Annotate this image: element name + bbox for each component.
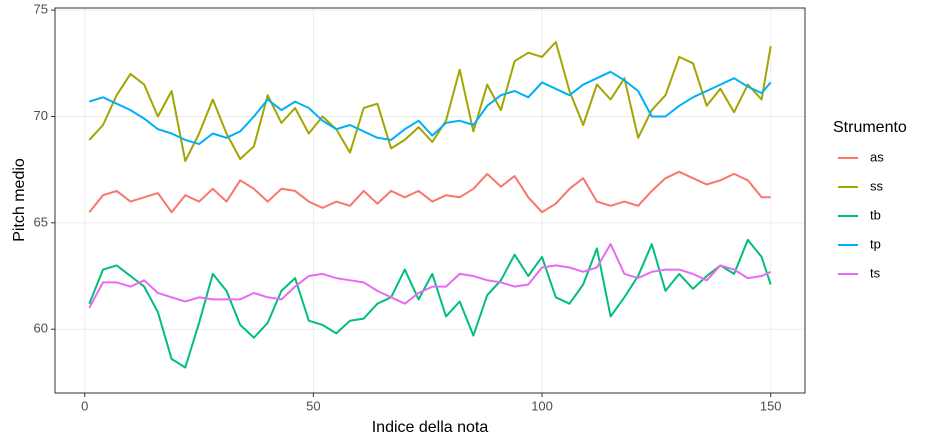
x-tick-label: 100 <box>531 398 553 413</box>
plot-border <box>54 7 806 394</box>
legend-label: ts <box>870 265 881 280</box>
x-tick-label: 150 <box>760 398 782 413</box>
x-tick-label: 0 <box>81 398 88 413</box>
x-tick-label: 50 <box>306 398 320 413</box>
y-axis-title: Pitch medio <box>11 158 28 242</box>
data-line <box>89 70 772 146</box>
legend-title: Strumento <box>833 119 907 136</box>
data-line <box>88 170 771 214</box>
data-line <box>88 238 772 369</box>
y-tick-label: 70 <box>34 108 48 123</box>
legend-label: tp <box>870 236 881 251</box>
legend-label: tb <box>870 207 881 222</box>
data-line <box>88 41 772 163</box>
y-tick-label: 60 <box>34 321 48 336</box>
y-tick-label: 75 <box>34 2 48 17</box>
x-axis-title: Indice della nota <box>372 419 489 436</box>
data-line <box>88 243 772 309</box>
legend-label: ss <box>870 178 884 193</box>
y-tick-label: 65 <box>34 214 48 229</box>
legend-label: as <box>870 149 884 164</box>
